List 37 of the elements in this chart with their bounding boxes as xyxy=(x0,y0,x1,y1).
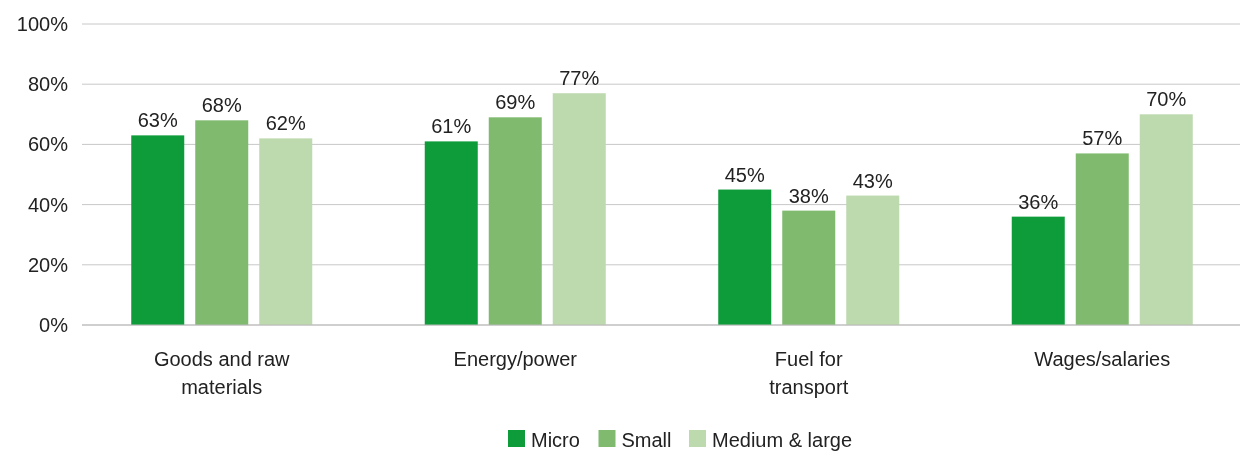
legend-label: Small xyxy=(621,429,672,451)
data-label: 36% xyxy=(1018,190,1059,213)
bar xyxy=(488,117,542,325)
legend-label: Micro xyxy=(531,429,580,451)
y-tick-label: 20% xyxy=(27,253,69,276)
y-tick-label: 100% xyxy=(16,13,69,35)
x-tick-label: Goods and raw materials xyxy=(153,348,291,398)
data-label: 61% xyxy=(431,115,472,138)
legend-label: Medium & large xyxy=(712,429,853,451)
bar xyxy=(782,210,836,325)
bar xyxy=(1139,114,1193,325)
bar xyxy=(1075,153,1129,325)
x-tick-label: Energy/power xyxy=(453,348,578,370)
data-label: 38% xyxy=(788,184,829,207)
bar xyxy=(195,120,249,325)
data-label: 62% xyxy=(265,112,306,135)
bar xyxy=(424,141,478,325)
bar xyxy=(131,135,185,325)
y-tick-label: 0% xyxy=(39,314,69,336)
data-label: 68% xyxy=(201,94,242,117)
y-tick-label: 60% xyxy=(27,133,69,156)
bar xyxy=(1011,216,1065,325)
data-label: 57% xyxy=(1082,127,1123,150)
data-label: 43% xyxy=(852,169,893,192)
data-label: 77% xyxy=(559,67,600,90)
data-label: 70% xyxy=(1146,88,1187,111)
bar xyxy=(846,195,900,325)
y-tick-label: 80% xyxy=(27,73,69,96)
bar xyxy=(718,189,772,325)
x-tick-label: Fuel for transport xyxy=(769,348,849,398)
bar xyxy=(552,93,606,325)
data-label: 45% xyxy=(724,163,765,186)
x-tick-label: Wages/salaries xyxy=(1034,348,1171,370)
y-tick-label: 40% xyxy=(27,193,69,216)
bar xyxy=(259,138,313,325)
data-label: 69% xyxy=(495,91,536,114)
data-label: 63% xyxy=(137,109,178,132)
